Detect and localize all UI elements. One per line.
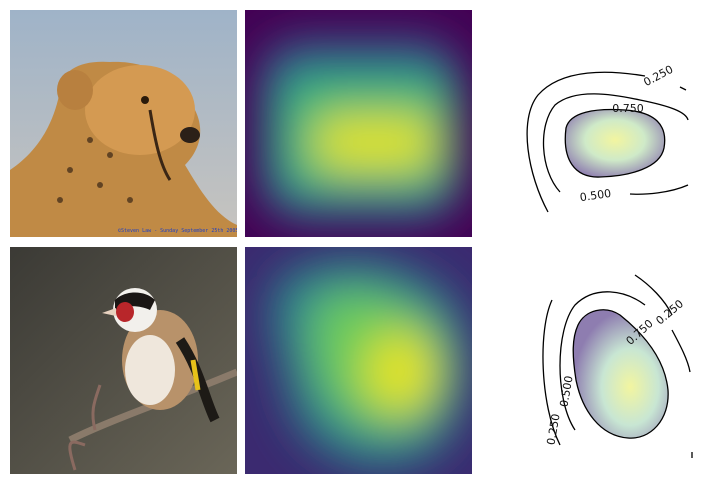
watermark: ©Steven Law - Sunday September 25th 2005 [118, 228, 238, 234]
contour-label: 0.500 [557, 375, 575, 408]
heatmap [245, 247, 472, 474]
contour-plot: 0.250 0.750 0.500 [480, 10, 708, 237]
contour-plot: 0.750 0.250 0.500 0.250 [480, 247, 708, 474]
contour-label: 0.500 [579, 187, 612, 204]
photo-goldfinch [10, 247, 237, 474]
contour-label: 0.750 [612, 102, 644, 115]
photo-cheetah: ©Steven Law - Sunday September 25th 2005 [10, 10, 238, 237]
contour-label: 0.250 [544, 413, 562, 446]
heatmap [245, 10, 472, 237]
